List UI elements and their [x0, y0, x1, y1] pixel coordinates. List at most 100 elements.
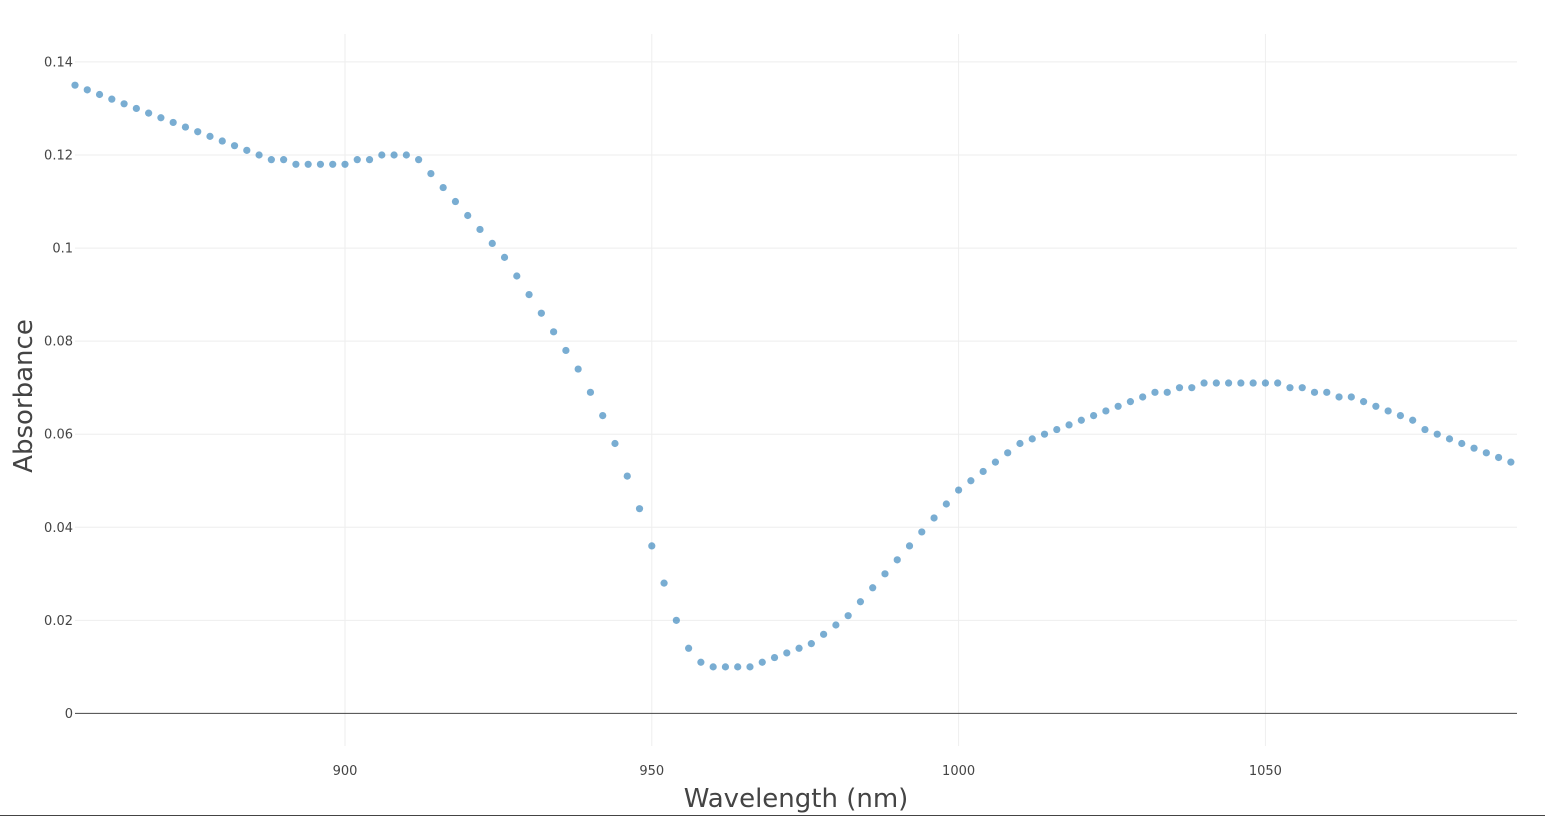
- data-point: [108, 95, 116, 103]
- data-point: [1175, 384, 1184, 392]
- data-point: [807, 640, 815, 648]
- data-point: [218, 137, 226, 145]
- data-point: [1090, 411, 1098, 420]
- data-point: [660, 579, 668, 587]
- x-tick-label: 900: [333, 764, 358, 779]
- data-point: [905, 542, 914, 550]
- data-point: [1507, 458, 1515, 466]
- data-point: [955, 486, 963, 494]
- x-tick-label: 950: [639, 764, 664, 779]
- data-point: [83, 86, 91, 94]
- data-point: [341, 160, 349, 168]
- data-point: [599, 411, 607, 420]
- data-point: [71, 81, 79, 89]
- data-point: [1077, 416, 1085, 424]
- data-point: [991, 458, 1000, 466]
- data-point: [844, 612, 852, 620]
- data-point: [525, 291, 533, 299]
- data-point: [1482, 449, 1490, 457]
- data-point: [721, 663, 730, 671]
- data-point: [623, 472, 631, 480]
- data-point: [979, 467, 987, 476]
- data-point: [758, 658, 766, 666]
- data-point: [1102, 407, 1110, 415]
- data-point: [685, 644, 693, 652]
- data-point: [1433, 430, 1441, 438]
- data-point: [439, 183, 447, 192]
- data-point: [1458, 439, 1466, 448]
- data-point: [1421, 425, 1429, 434]
- data-point: [697, 658, 705, 666]
- data-point: [942, 500, 950, 508]
- data-point: [550, 328, 558, 336]
- y-tick-label: 0.06: [44, 428, 73, 443]
- data-point: [255, 151, 263, 159]
- data-point: [1200, 379, 1208, 387]
- data-point: [1016, 439, 1024, 448]
- axis-layer: 900 950 1000 1050 0 0.02 0.04 0.06 0.08 0.1 0.12 0.…: [0, 55, 1545, 816]
- data-point: [181, 123, 190, 131]
- data-point: [967, 477, 975, 485]
- data-point: [390, 151, 398, 159]
- data-point: [709, 663, 717, 671]
- data-point: [1004, 449, 1012, 457]
- data-point: [574, 365, 582, 373]
- data-point: [1445, 435, 1454, 443]
- data-point: [145, 109, 153, 117]
- data-point: [1225, 379, 1233, 387]
- data-point: [611, 439, 619, 448]
- data-point: [1237, 379, 1245, 387]
- y-tick-label: 0.08: [44, 335, 73, 350]
- data-point: [672, 616, 680, 624]
- data-point: [1212, 379, 1220, 387]
- x-tick-label: 1050: [1249, 764, 1282, 779]
- data-point: [1470, 444, 1478, 452]
- data-point: [316, 160, 325, 168]
- data-point: [378, 151, 386, 159]
- data-point: [1372, 402, 1380, 410]
- x-axis-title: Wavelength (nm): [684, 784, 909, 814]
- data-point: [1384, 407, 1392, 415]
- data-point: [648, 542, 656, 550]
- data-point: [1126, 398, 1135, 406]
- data-point: [427, 170, 435, 178]
- y-tick-label: 0: [65, 707, 73, 722]
- data-point: [1409, 416, 1417, 424]
- data-point: [1494, 453, 1503, 462]
- data-point: [795, 644, 803, 652]
- data-point: [562, 346, 570, 355]
- data-point: [95, 90, 104, 99]
- data-point: [586, 388, 595, 396]
- data-point: [1359, 398, 1368, 406]
- data-point: [881, 570, 889, 578]
- data-point: [157, 114, 165, 122]
- data-point: [1163, 388, 1171, 396]
- data-point: [734, 663, 742, 671]
- data-point: [1298, 384, 1306, 392]
- data-point: [1114, 402, 1122, 410]
- grid-layer: [75, 34, 1517, 746]
- y-axis-title: Absorbance: [9, 319, 39, 473]
- y-tick-label: 0.14: [44, 55, 73, 70]
- data-point: [1028, 435, 1036, 443]
- data-point: [1065, 421, 1073, 429]
- data-point: [1188, 384, 1196, 392]
- data-point: [635, 505, 644, 513]
- data-point: [169, 118, 177, 127]
- data-point: [869, 584, 877, 592]
- data-point: [120, 100, 128, 108]
- data-point: [132, 104, 140, 113]
- data-point: [292, 160, 300, 168]
- data-point: [1286, 384, 1294, 392]
- y-tick-label: 0.12: [44, 148, 73, 163]
- data-point: [746, 663, 754, 671]
- data-point: [304, 160, 312, 168]
- data-point: [1274, 379, 1282, 387]
- data-point: [783, 649, 791, 657]
- data-point: [451, 197, 460, 206]
- data-point: [194, 128, 202, 136]
- data-point: [206, 132, 214, 140]
- data-point: [353, 156, 361, 164]
